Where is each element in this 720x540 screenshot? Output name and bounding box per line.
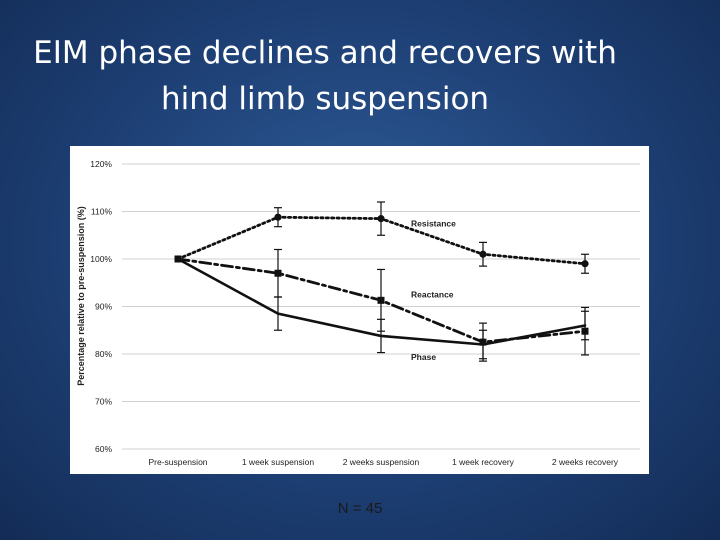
y-axis-title: Percentage relative to pre-suspension (%… xyxy=(76,206,86,386)
x-tick-labels: Pre-suspension 1 week suspension 2 weeks s… xyxy=(148,457,618,467)
y-tick-label-70: 70% xyxy=(95,397,112,407)
series-markers xyxy=(174,213,589,346)
reactance-point-4 xyxy=(581,327,589,335)
phase-line xyxy=(176,257,587,346)
reactance-point-0 xyxy=(174,255,182,263)
resistance-point-2 xyxy=(377,215,385,223)
y-tick-label-90: 90% xyxy=(95,302,112,312)
phase-series-label: Phase xyxy=(411,352,436,362)
resistance-point-3 xyxy=(479,250,487,258)
series-labels: Resistance Reactance Phase xyxy=(411,219,456,362)
y-tick-label-110: 110% xyxy=(91,207,113,217)
reactance-series-label: Reactance xyxy=(411,289,454,299)
reactance-point-1 xyxy=(274,269,282,277)
y-tick-label-80: 80% xyxy=(95,349,112,359)
x-tick-label-2: 2 weeks suspension xyxy=(343,457,420,467)
x-tick-label-3: 1 week recovery xyxy=(452,457,515,467)
x-tick-label-1: 1 week suspension xyxy=(242,457,315,467)
x-tick-label-0: Pre-suspension xyxy=(148,457,207,467)
y-tick-label-60: 60% xyxy=(95,444,112,454)
chart-panel: 60% 70% 80% 90% 100% 110% 120% Pre-suspension 1… xyxy=(70,146,649,474)
reactance-point-3 xyxy=(479,338,487,346)
resistance-point-4 xyxy=(581,260,589,268)
slide-title: EIM phase declines and recovers with hin… xyxy=(0,30,650,122)
title-line-1: EIM phase declines and recovers with xyxy=(33,35,617,71)
reactance-point-2 xyxy=(377,296,385,304)
resistance-series-label: Resistance xyxy=(411,219,456,229)
line-chart: 60% 70% 80% 90% 100% 110% 120% Pre-suspension 1… xyxy=(76,159,640,467)
y-tick-labels: 60% 70% 80% 90% 100% 110% 120% xyxy=(90,159,112,454)
y-tick-label-100: 100% xyxy=(90,254,112,264)
x-tick-label-4: 2 weeks recovery xyxy=(552,457,619,467)
title-line-2: hind limb suspension xyxy=(160,81,490,117)
y-tick-label-120: 120% xyxy=(90,159,112,169)
resistance-point-1 xyxy=(274,213,282,221)
sample-size-note: N = 45 xyxy=(337,500,383,517)
